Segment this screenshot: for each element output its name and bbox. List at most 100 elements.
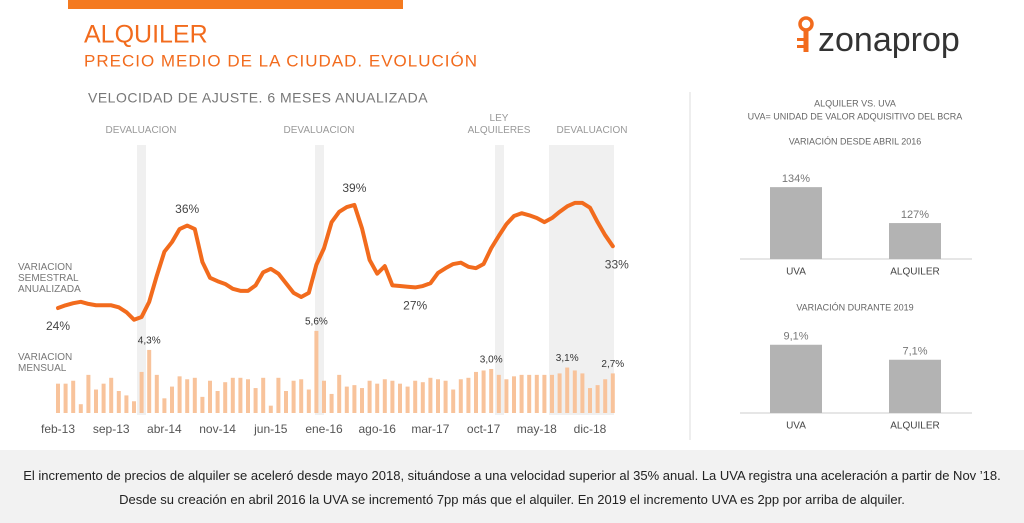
bar xyxy=(154,374,159,413)
bar xyxy=(588,388,592,413)
bar xyxy=(344,386,349,413)
top-bar xyxy=(68,0,403,9)
bar xyxy=(246,379,250,413)
x-tick-label: UVA xyxy=(786,267,806,278)
data-label: 134% xyxy=(782,173,810,185)
bar xyxy=(238,377,243,413)
annotation: LEY ALQUILERES xyxy=(467,113,531,136)
bar xyxy=(770,344,822,413)
annotation: DEVALUACION xyxy=(556,125,628,136)
bar xyxy=(466,377,471,413)
bar xyxy=(322,380,326,413)
bar xyxy=(405,386,410,413)
x-tick-label: feb-13 xyxy=(41,422,75,436)
chart-title: VELOCIDAD DE AJUSTE. 6 MESES ANUALIZADA xyxy=(88,90,428,106)
bar xyxy=(223,382,228,413)
bar xyxy=(367,380,372,413)
bar xyxy=(132,401,136,413)
bar xyxy=(527,374,532,413)
bar xyxy=(512,376,516,413)
x-tick-label: may-18 xyxy=(517,422,557,436)
band xyxy=(549,145,614,415)
footer-line: El incremento de precios de alquiler se … xyxy=(23,468,1001,483)
panel-subtitle: UVA= UNIDAD DE VALOR ADQUISITIVO DEL BCR… xyxy=(748,111,963,121)
data-label: 39% xyxy=(342,181,366,195)
bar xyxy=(550,374,554,413)
bar xyxy=(565,367,570,413)
bar xyxy=(192,377,197,413)
bar xyxy=(208,380,212,413)
bar xyxy=(86,374,91,413)
x-tick-label: dic-18 xyxy=(574,422,607,436)
bar xyxy=(580,373,585,413)
logo-text: zonaprop xyxy=(818,21,960,59)
data-label: 7,1% xyxy=(902,346,927,358)
x-tick-label: abr-14 xyxy=(147,422,182,436)
bar xyxy=(436,379,440,413)
bar xyxy=(261,377,266,413)
line xyxy=(56,200,615,322)
bar xyxy=(889,223,941,259)
bar xyxy=(139,371,144,413)
bar xyxy=(534,374,539,413)
bar xyxy=(56,383,60,413)
bar xyxy=(474,371,478,413)
x-tick-label: ago-16 xyxy=(359,422,397,436)
bar xyxy=(299,379,304,413)
bar xyxy=(109,377,114,413)
data-label: 5,6% xyxy=(305,317,328,328)
bar xyxy=(170,386,174,413)
x-tick-label: UVA xyxy=(786,421,806,432)
bar xyxy=(253,388,258,413)
bar xyxy=(519,374,524,413)
data-label: 9,1% xyxy=(783,331,808,343)
data-label: 36% xyxy=(175,202,199,216)
bar xyxy=(610,373,615,413)
bar xyxy=(291,380,296,413)
bar xyxy=(413,380,418,413)
data-label: 3,0% xyxy=(480,355,503,366)
bar xyxy=(489,369,494,413)
data-label: 27% xyxy=(403,299,427,313)
bar xyxy=(360,388,364,413)
bar xyxy=(94,389,98,413)
bar xyxy=(398,383,402,413)
bar xyxy=(420,382,425,413)
bar xyxy=(481,370,486,413)
bar xyxy=(770,187,822,259)
bar xyxy=(177,376,182,413)
data-label: 3,1% xyxy=(556,353,579,364)
bar xyxy=(230,377,235,413)
page-title: ALQUILER xyxy=(84,21,208,49)
bar xyxy=(124,395,129,413)
bar xyxy=(352,385,357,413)
data-label: 33% xyxy=(605,257,629,271)
bar xyxy=(306,389,311,413)
bar xyxy=(314,330,319,413)
bar xyxy=(185,379,190,413)
bar xyxy=(337,374,342,413)
bar xyxy=(116,391,121,413)
footer: El incremento de precios de alquiler se … xyxy=(0,450,1024,523)
chart-title: VARIACIÓN DURANTE 2019 xyxy=(796,302,913,312)
panel-title: ALQUILER VS. UVA xyxy=(814,98,896,108)
bar xyxy=(603,379,608,413)
bar xyxy=(458,379,463,413)
x-tick-label: ALQUILER xyxy=(890,267,939,278)
bar xyxy=(284,391,288,413)
bar xyxy=(390,380,395,413)
x-tick-label: oct-17 xyxy=(467,422,501,436)
bar xyxy=(268,405,273,413)
x-tick-label: ene-16 xyxy=(305,422,343,436)
bar xyxy=(451,389,456,413)
bar xyxy=(572,370,577,413)
bar xyxy=(101,383,106,413)
bar xyxy=(595,385,600,413)
bar xyxy=(276,377,281,413)
bar xyxy=(382,379,387,413)
bar xyxy=(443,380,448,413)
bar xyxy=(147,349,152,413)
bar xyxy=(428,377,433,413)
bar xyxy=(329,393,334,413)
band xyxy=(315,145,324,415)
